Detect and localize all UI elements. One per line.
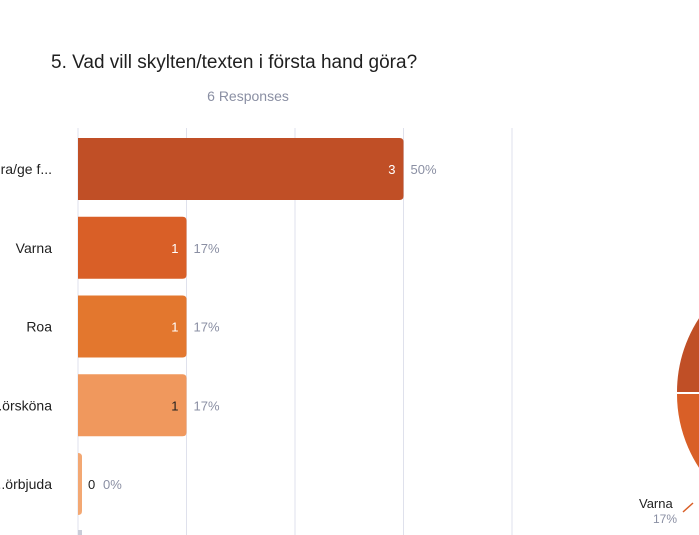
- percent-label-2: 17%: [194, 320, 220, 335]
- bar-4: [78, 453, 82, 515]
- responses-count: 6 Responses: [207, 88, 289, 104]
- pie-slice-2: [674, 392, 699, 472]
- value-label-1: 1: [171, 241, 178, 256]
- pie-label-varna: Varna: [639, 496, 673, 511]
- bar-3: [78, 374, 187, 437]
- percent-label-0: 50%: [411, 162, 437, 177]
- bar-0: [78, 138, 404, 200]
- percent-label-4: 0%: [103, 477, 122, 492]
- value-label-4: 0: [88, 477, 95, 492]
- value-label-3: 1: [171, 398, 178, 413]
- question-title: 5. Vad vill skylten/texten i första hand…: [51, 52, 418, 73]
- pie-percent-varna: 17%: [653, 512, 678, 526]
- pie-leader-line: [682, 502, 694, 513]
- bar-1: [78, 216, 187, 279]
- category-label-2: Roa: [26, 319, 52, 335]
- category-label-0: ...ra/ge f...: [0, 161, 52, 177]
- percent-label-1: 17%: [194, 241, 220, 256]
- pie-slice-1: [674, 314, 699, 394]
- value-label-0: 3: [388, 162, 395, 177]
- bar-2: [78, 295, 187, 358]
- value-label-2: 1: [171, 320, 178, 335]
- category-label-4: ...örbjuda: [0, 476, 52, 492]
- category-label-3: ...örsköna: [0, 397, 52, 413]
- percent-label-3: 17%: [194, 398, 220, 413]
- axis-bottom-marker: [78, 530, 82, 535]
- category-label-1: Varna: [16, 240, 53, 256]
